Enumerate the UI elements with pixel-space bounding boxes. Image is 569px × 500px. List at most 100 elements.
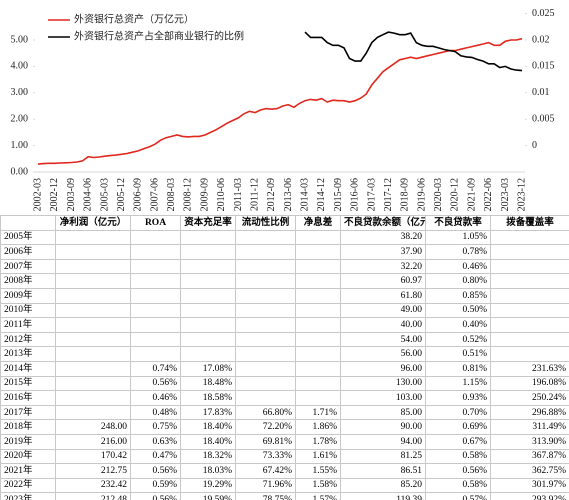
y2-tick-label: 0.015 bbox=[532, 61, 555, 72]
year-cell: 2022年 bbox=[0, 477, 56, 494]
table-cell: 0.40% bbox=[425, 317, 491, 333]
year-cell: 2015年 bbox=[0, 375, 56, 392]
table-row: 2023年212.480.56%19.59%78.75%1.57%119.390… bbox=[0, 492, 569, 500]
table-cell: 0.81% bbox=[425, 360, 491, 377]
table-cell bbox=[490, 273, 569, 289]
table-cell bbox=[130, 317, 181, 333]
table-cell bbox=[295, 375, 341, 392]
x-tick-label: 2004-06 bbox=[83, 178, 94, 211]
table-cell: 296.88% bbox=[490, 404, 569, 421]
table-cell bbox=[295, 273, 341, 289]
header-cell: 拨备覆盖率 bbox=[490, 215, 569, 231]
table-cell bbox=[490, 346, 569, 362]
table-cell: 367.87% bbox=[490, 448, 569, 465]
table-cell: 71.96% bbox=[235, 477, 296, 494]
table-cell bbox=[180, 287, 236, 304]
header-cell: 不良贷款率 bbox=[425, 215, 491, 231]
table-cell: 78.75% bbox=[235, 492, 296, 500]
table-cell: 90.00 bbox=[340, 419, 426, 435]
table-cell bbox=[235, 258, 296, 275]
table-cell bbox=[295, 258, 341, 275]
year-cell: 2019年 bbox=[0, 433, 56, 450]
table-cell bbox=[130, 346, 181, 362]
table-cell: 250.24% bbox=[490, 390, 569, 406]
table-cell bbox=[490, 258, 569, 275]
table-cell: 18.32% bbox=[180, 448, 236, 465]
table-cell bbox=[180, 302, 236, 319]
table-cell: 0.51% bbox=[425, 346, 491, 362]
table-cell bbox=[55, 346, 131, 362]
y2-tick-label: 0 bbox=[532, 140, 537, 151]
x-tick-label: 2017-12 bbox=[383, 178, 394, 211]
table-row: 2022年 232.42 0.59% 19.29% 71.96% 1.58% 85.20 0.… bbox=[0, 477, 569, 494]
header-cell: 流动性比例 bbox=[235, 215, 296, 231]
x-tick-label: 2007-06 bbox=[149, 178, 160, 211]
header-row: 净利润（亿元）ROA资本充足率流动性比例净息差不良贷款余额（亿元）不良贷款率拨备… bbox=[0, 215, 569, 231]
header-cell bbox=[0, 215, 56, 231]
table-cell: 56.00 bbox=[340, 346, 426, 362]
table-cell: 32.20 bbox=[340, 258, 426, 275]
table-cell bbox=[130, 229, 181, 246]
table-cell bbox=[235, 244, 296, 260]
table-cell: 0.85% bbox=[425, 287, 491, 304]
table-cell: 362.75% bbox=[490, 463, 569, 479]
table-cell: 1.71% bbox=[295, 404, 341, 421]
table-cell bbox=[55, 331, 131, 348]
legend-label: 外资银行总资产占全部商业银行的比例 bbox=[74, 29, 244, 42]
table-cell: 0.52% bbox=[425, 331, 491, 348]
table-cell: 18.03% bbox=[180, 463, 236, 479]
table-cell bbox=[235, 346, 296, 362]
table-cell: 1.58% bbox=[295, 477, 341, 494]
table-cell: 81.25 bbox=[340, 448, 426, 465]
x-tick-label: 2020-03 bbox=[433, 178, 444, 211]
table-cell: 1.15% bbox=[425, 375, 491, 392]
table-cell bbox=[55, 244, 131, 260]
table-cell: 0.63% bbox=[130, 433, 181, 450]
table-row: 2005年 38.20 1.05% bbox=[0, 229, 569, 246]
table-cell: 196.08% bbox=[490, 375, 569, 392]
table-cell: 311.49% bbox=[490, 419, 569, 435]
x-tick-label: 2002-03 bbox=[33, 178, 44, 211]
table-row: 2019年 216.00 0.63% 18.40% 69.81% 1.78% 94.00 0.… bbox=[0, 433, 569, 450]
table-cell bbox=[180, 258, 236, 275]
table-cell: 1.86% bbox=[295, 419, 341, 435]
table-cell bbox=[55, 404, 131, 421]
year-cell: 2018年 bbox=[0, 419, 56, 435]
x-tick-label: 2017-03 bbox=[366, 178, 377, 211]
table-row: 2016年 0.46% 18.58% 103.00 0.93% 250.24% bbox=[0, 390, 569, 406]
y-tick-label: 5.00 bbox=[11, 34, 29, 45]
year-cell: 2012年 bbox=[0, 331, 56, 348]
table-cell: 231.63% bbox=[490, 360, 569, 377]
x-tick-label: 2005-03 bbox=[99, 178, 110, 211]
table-cell bbox=[295, 346, 341, 362]
table-cell: 170.42 bbox=[55, 448, 131, 465]
table-cell: 232.42 bbox=[55, 477, 131, 494]
table-cell bbox=[180, 273, 236, 289]
table-cell: 67.42% bbox=[235, 463, 296, 479]
table-cell bbox=[295, 302, 341, 319]
table-cell bbox=[295, 229, 341, 246]
table-cell bbox=[130, 273, 181, 289]
table-cell: 0.58% bbox=[425, 448, 491, 465]
table-cell: 0.47% bbox=[130, 448, 181, 465]
x-tick-label: 2009-09 bbox=[199, 178, 210, 211]
year-cell: 2021年 bbox=[0, 463, 56, 479]
x-tick-label: 2003-09 bbox=[66, 178, 77, 211]
table-cell bbox=[235, 360, 296, 377]
header-cell: 资本充足率 bbox=[180, 215, 236, 231]
table-cell bbox=[295, 317, 341, 333]
legend-label: 外资银行总资产（万亿元） bbox=[74, 12, 194, 25]
x-tick-label: 2008-03 bbox=[166, 178, 177, 211]
table-cell: 18.58% bbox=[180, 390, 236, 406]
x-tick-label: 2002-12 bbox=[49, 178, 60, 211]
x-tick-label: 2021-09 bbox=[466, 178, 477, 211]
table-cell: 1.05% bbox=[425, 229, 491, 246]
table-cell: 1.61% bbox=[295, 448, 341, 465]
table-cell bbox=[130, 302, 181, 319]
y-tick-label: 2.00 bbox=[11, 113, 29, 124]
table-cell: 0.46% bbox=[425, 258, 491, 275]
table-cell: 96.00 bbox=[340, 360, 426, 377]
table-cell: 0.57% bbox=[425, 492, 491, 500]
table-cell bbox=[295, 331, 341, 348]
